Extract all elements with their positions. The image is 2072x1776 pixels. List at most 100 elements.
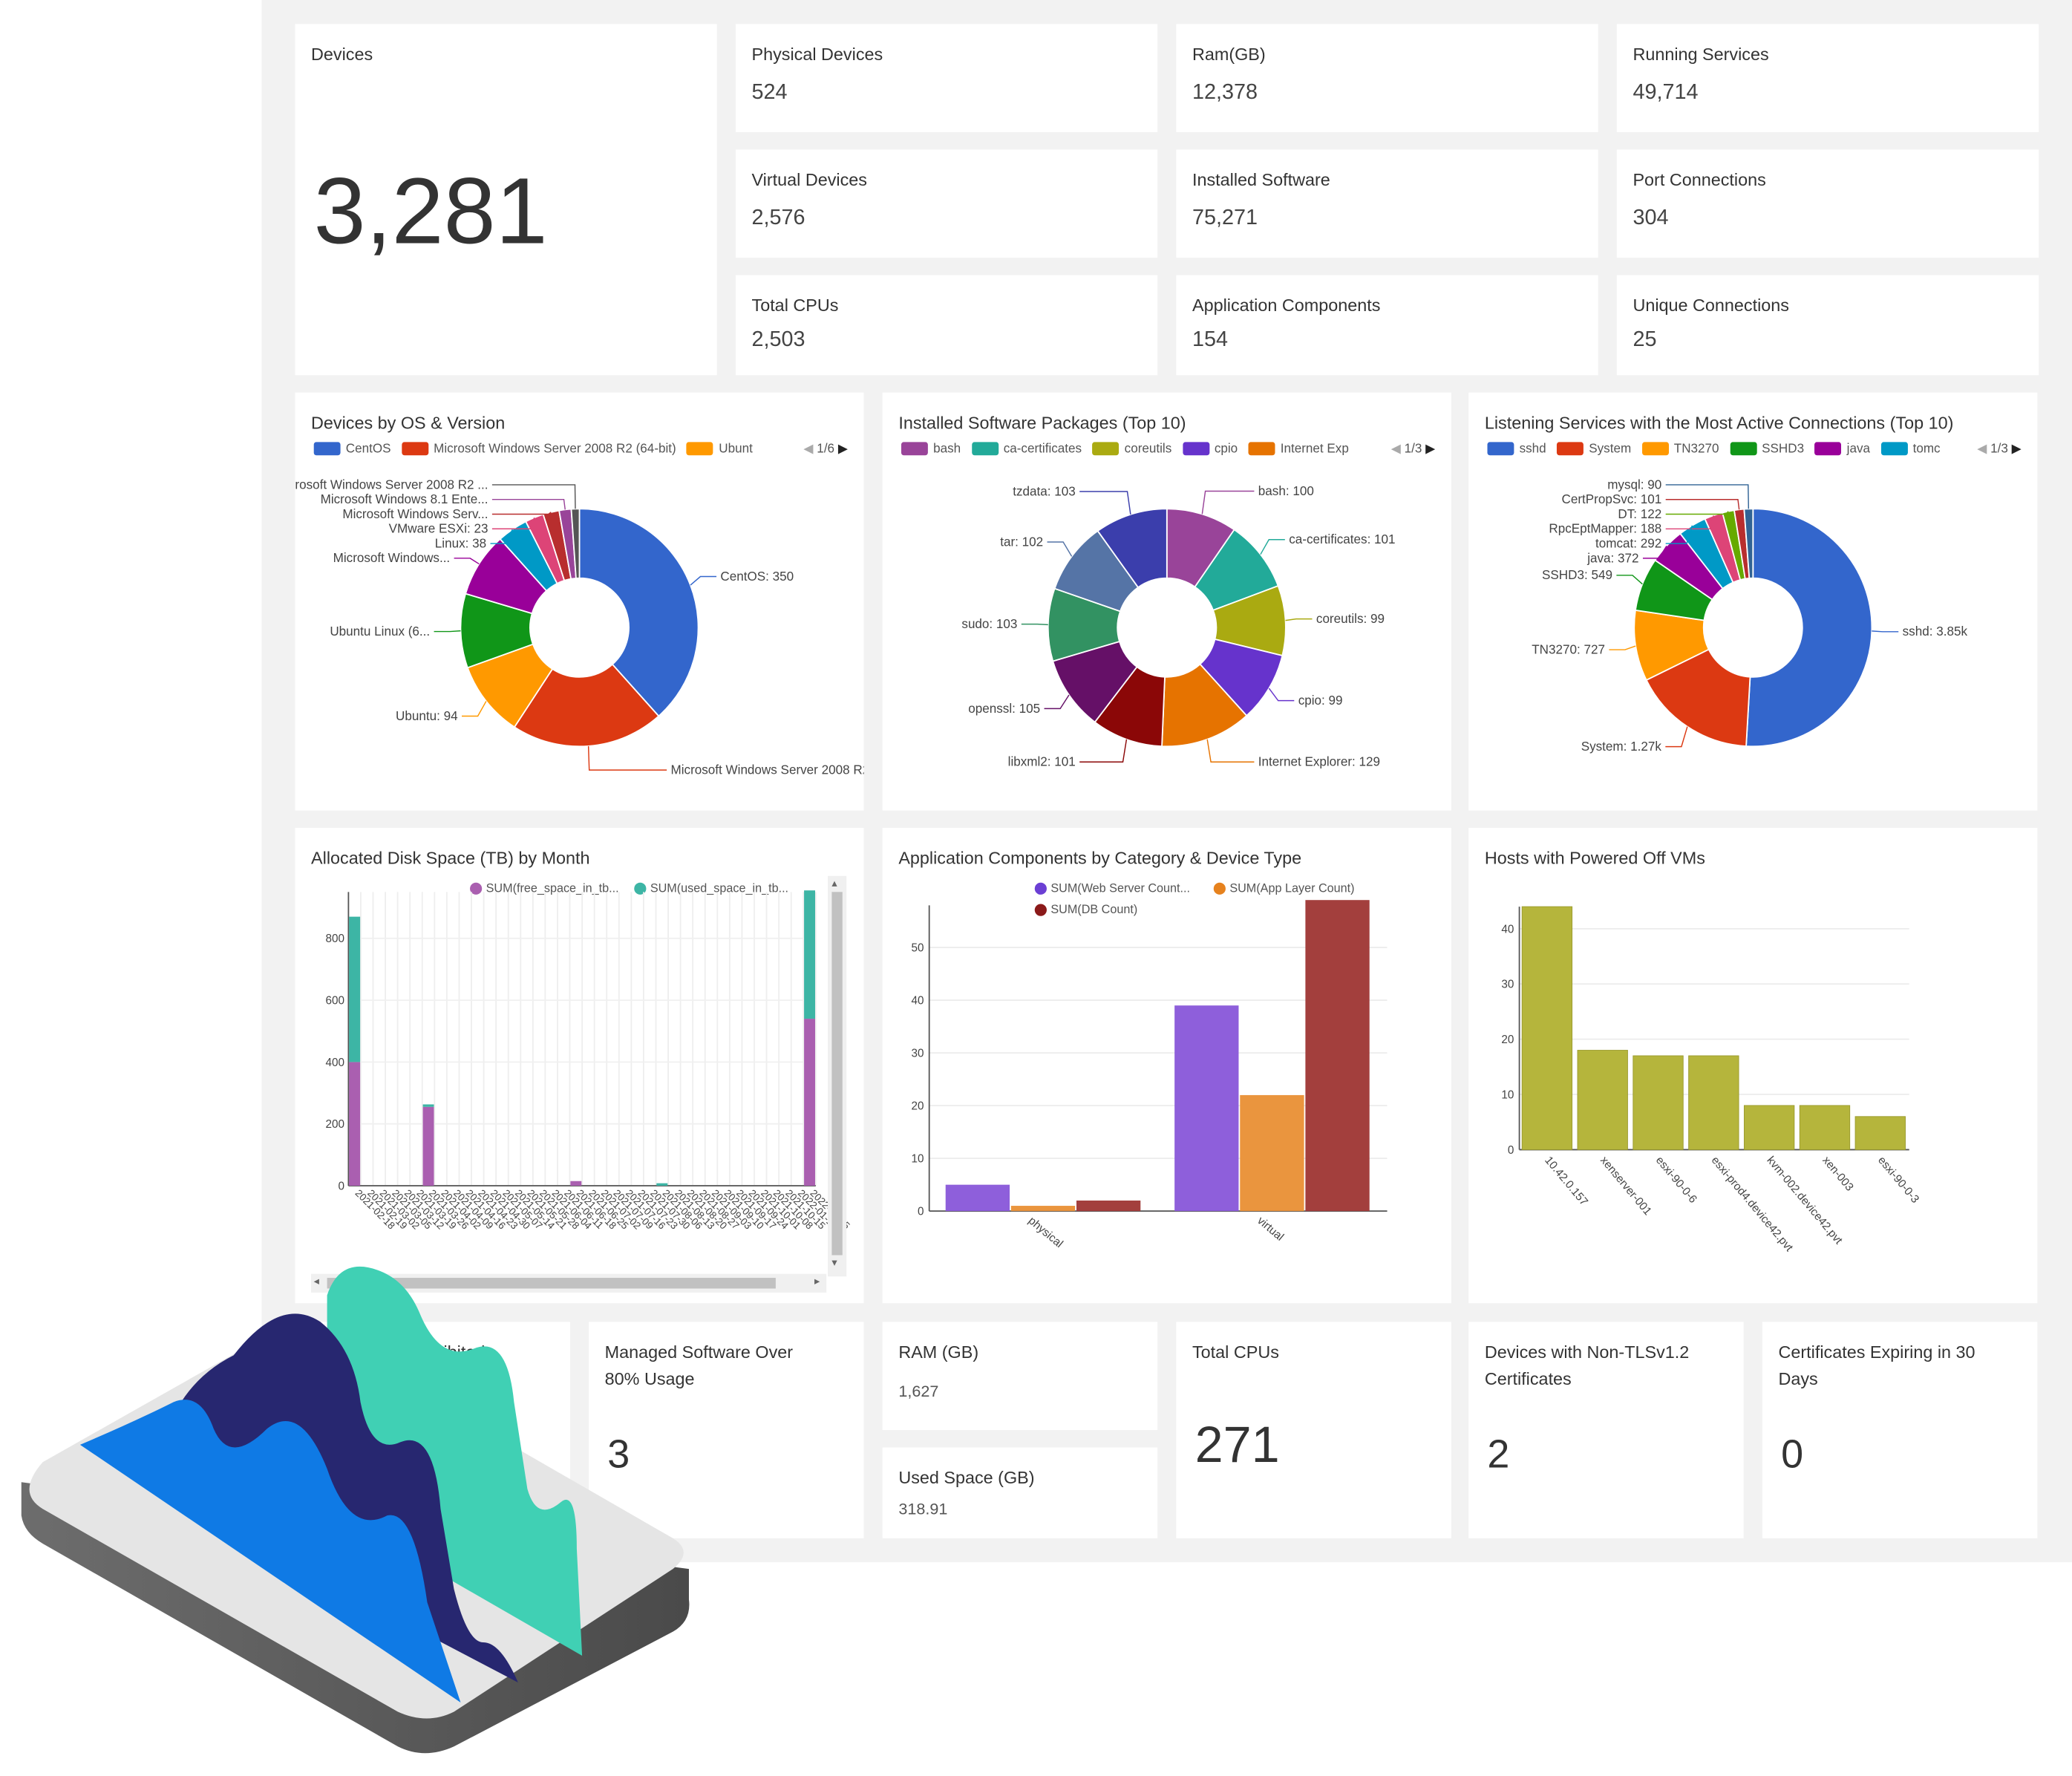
total-cpus-card[interactable]: Total CPUs 2,503: [735, 275, 1158, 376]
installed-software-card[interactable]: Installed Software 75,271: [1176, 149, 1598, 258]
leader-line: [690, 575, 717, 586]
legend-app-layer: SUM(App Layer Count): [1213, 881, 1355, 895]
y-tick-label: 10: [1501, 1088, 1514, 1101]
slice-label: Ubuntu: 94: [396, 709, 458, 723]
legend-item[interactable]: System: [1557, 442, 1631, 457]
legend-next-icon[interactable]: ▶: [1422, 442, 1436, 457]
legend-item[interactable]: CentOS: [313, 442, 391, 457]
leader-line: [1665, 511, 1729, 515]
card-title-line1: Certificates Expiring in 30: [1778, 1342, 1975, 1362]
unique-connections-card[interactable]: Unique Connections 25: [1616, 275, 2039, 376]
host-bar: [1688, 1055, 1739, 1150]
bottom-total-cpus-card[interactable]: Total CPUs 271: [1176, 1322, 1451, 1538]
leader-line: [1665, 726, 1688, 748]
leader-line: [1665, 484, 1750, 509]
legend-item[interactable]: Internet Exp: [1248, 442, 1349, 457]
blue-wave: [79, 1400, 461, 1702]
legend-item[interactable]: coreutils: [1092, 442, 1171, 457]
leader-line: [1044, 694, 1070, 710]
leader-line: [491, 484, 576, 509]
x-tick-label: virtual: [1255, 1215, 1286, 1244]
managed-software-card[interactable]: Managed Software Over 80% Usage 3: [589, 1322, 864, 1538]
card-title: Used Space (GB): [898, 1467, 1035, 1488]
leader-line: [1665, 525, 1693, 544]
slice-label: RpcEptMapper: 188: [1549, 522, 1661, 536]
disk-bar: [422, 1104, 434, 1107]
card-title-line1: Devices with Non-TLSv1.2: [1484, 1342, 1690, 1362]
scroll-down-arrow[interactable]: ▾: [831, 1256, 837, 1269]
legend-item[interactable]: cpio: [1182, 442, 1238, 457]
legend-label: ca-certificates: [1003, 442, 1082, 457]
card-value: 304: [1633, 206, 1669, 230]
scroll-up-arrow[interactable]: ▴: [831, 877, 837, 889]
y-tick-label: 30: [912, 1048, 924, 1060]
leader-line: [1206, 739, 1255, 763]
port-connections-card[interactable]: Port Connections 304: [1616, 149, 2039, 258]
legend-prev-icon[interactable]: ◀: [1390, 442, 1405, 457]
scroll-right-arrow[interactable]: ▸: [814, 1275, 820, 1287]
legend-prev-icon[interactable]: ◀: [803, 442, 817, 457]
non-tls-devices-card[interactable]: Devices with Non-TLSv1.2 Certificates 2: [1468, 1322, 1744, 1538]
legend-item[interactable]: TN3270: [1641, 442, 1719, 457]
legend-label: tomc: [1912, 442, 1941, 457]
slice-label: CertPropSvc: 101: [1561, 492, 1661, 506]
slice-label: Microsoft Windows Server 2008 R2 ...: [295, 477, 488, 492]
legend-item[interactable]: tomc: [1880, 442, 1941, 457]
legend-page-number: 1/3: [1990, 442, 2008, 457]
slice-label: CentOS: 350: [720, 569, 794, 584]
legend-item[interactable]: SSHD3: [1729, 442, 1804, 457]
legend-label: Microsoft Windows Server 2008 R2 (64-bit…: [434, 442, 676, 457]
slice-label: tomcat: 292: [1595, 536, 1661, 550]
legend-pager[interactable]: ◀ 1/3 ▶: [1385, 442, 1436, 457]
legend-pager[interactable]: ◀ 1/6 ▶: [798, 442, 848, 457]
os-version-chart-card: Devices by OS & Version CentOS Microsoft …: [295, 392, 864, 811]
scroll-left-arrow[interactable]: ◂: [313, 1275, 319, 1287]
legend-pager[interactable]: ◀ 1/3 ▶: [1972, 442, 2022, 457]
running-services-card[interactable]: Running Services 49,714: [1616, 24, 2039, 133]
virtual-devices-card[interactable]: Virtual Devices 2,576: [735, 149, 1158, 258]
legend-label: SUM(DB Count): [1050, 902, 1138, 916]
scroll-thumb[interactable]: [327, 1278, 776, 1289]
legend-swatch: [901, 443, 928, 457]
legend-label: Ubunt: [719, 442, 753, 457]
legend-label: TN3270: [1673, 442, 1719, 457]
slice-label: Microsoft Windows...: [333, 551, 451, 565]
chart-title: Hosts with Powered Off VMs: [1484, 847, 1705, 868]
legend-item[interactable]: Ubunt: [687, 442, 753, 457]
physical-devices-card[interactable]: Physical Devices 524: [735, 24, 1158, 133]
expiring-certificates-card[interactable]: Certificates Expiring in 30 Days 0: [1762, 1322, 2038, 1538]
card-title: Physical Devices: [751, 44, 883, 65]
legend-item[interactable]: sshd: [1487, 442, 1546, 457]
card-title-line2: Certificates: [1484, 1368, 1572, 1389]
ram-card[interactable]: Ram(GB) 12,378: [1176, 24, 1598, 133]
legend-marker: [1034, 904, 1047, 916]
legend-prev-icon[interactable]: ◀: [1977, 442, 1991, 457]
legend-item[interactable]: Microsoft Windows Server 2008 R2 (64-bit…: [401, 442, 676, 457]
legend-label: System: [1589, 442, 1632, 457]
scroll-thumb[interactable]: [831, 892, 843, 1256]
devices-card[interactable]: Devices 3,281: [295, 24, 717, 376]
slice-label: tar: 102: [1000, 535, 1043, 549]
card-title: Total CPUs: [1192, 1342, 1279, 1362]
vertical-scrollbar[interactable]: ▴ ▾: [828, 875, 847, 1277]
legend-next-icon[interactable]: ▶: [2007, 442, 2022, 457]
x-tick-label: xen-003: [1820, 1154, 1855, 1193]
chart-title: Installed Software Packages (Top 10): [898, 412, 1186, 433]
legend-label: bash: [933, 442, 961, 457]
legend-label: java: [1846, 442, 1871, 457]
legend-item[interactable]: bash: [901, 442, 961, 457]
legend-next-icon[interactable]: ▶: [834, 442, 848, 457]
legend-item[interactable]: ca-certificates: [971, 442, 1082, 457]
card-value: 25: [1633, 328, 1657, 351]
chart-legend: CentOS Microsoft Windows Server 2008 R2 (…: [313, 442, 848, 460]
ram-gb-card[interactable]: RAM (GB) 1,627: [882, 1322, 1158, 1431]
software-donut-chart: bash: 100 ca-certificates: 101 coreutils: …: [961, 484, 1395, 769]
slice-label: DT: 122: [1618, 507, 1661, 521]
used-space-card[interactable]: Used Space (GB) 318.91: [882, 1447, 1158, 1538]
application-components-card[interactable]: Application Components 154: [1176, 275, 1598, 376]
legend-item[interactable]: java: [1814, 442, 1871, 457]
card-value: 12,378: [1192, 81, 1258, 105]
os-donut-chart: CentOS: 350 Microsoft Windows Server 2008…: [295, 477, 863, 777]
card-title-line2: Days: [1778, 1368, 1818, 1389]
legend-label: CentOS: [345, 442, 391, 457]
